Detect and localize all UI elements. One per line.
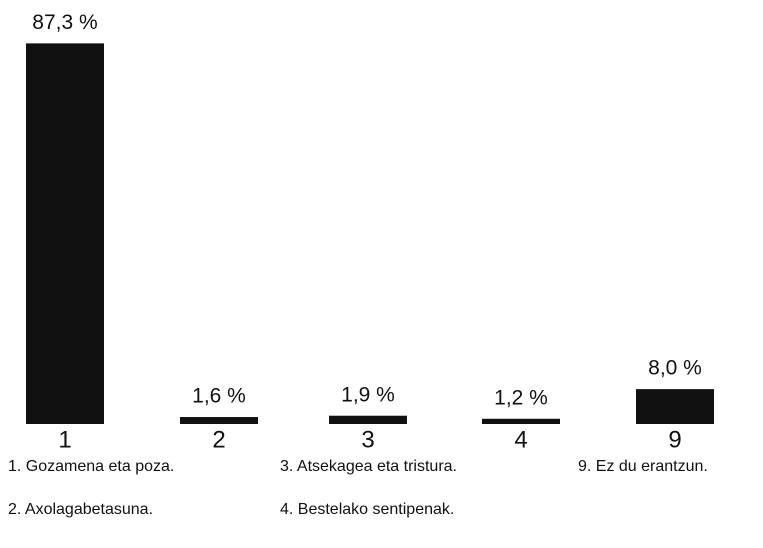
- legend-entry: 1. Gozamena eta poza.: [8, 458, 174, 475]
- value-label: 87,3 %: [32, 11, 97, 34]
- category-label: 9: [668, 426, 681, 453]
- legend-entry: 4. Bestelako sentipenak.: [280, 501, 454, 518]
- category-label: 3: [361, 426, 374, 453]
- legend-entry: 9. Ez du erantzun.: [578, 458, 708, 475]
- category-label: 2: [212, 426, 225, 453]
- legend-entry: 3. Atsekagea eta tristura.: [280, 458, 457, 475]
- bar: [482, 418, 560, 424]
- bar: [180, 417, 258, 424]
- bar: [636, 389, 714, 424]
- value-label: 8,0 %: [648, 357, 702, 380]
- value-label: 1,2 %: [494, 386, 548, 409]
- legend-entry: 2. Axolagabetasuna.: [8, 501, 153, 518]
- bar: [26, 43, 104, 424]
- bar: [329, 415, 407, 424]
- category-label: 4: [514, 426, 527, 453]
- value-label: 1,6 %: [192, 385, 246, 408]
- value-label: 1,9 %: [341, 383, 395, 406]
- category-label: 1: [58, 426, 71, 453]
